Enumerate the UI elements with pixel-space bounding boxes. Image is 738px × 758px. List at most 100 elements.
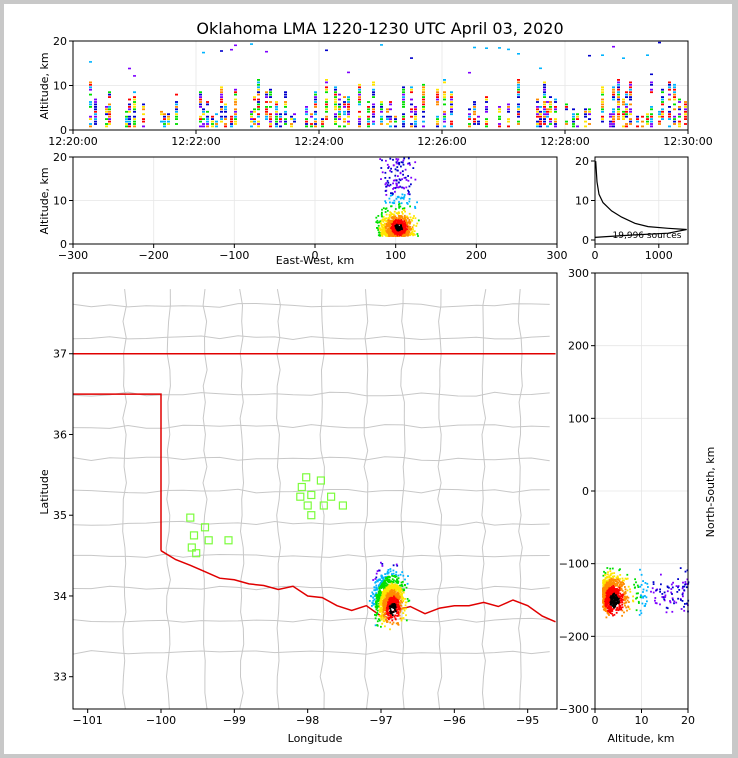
plan-view-source [395,595,398,598]
time-height-source [450,123,453,125]
ns-height-source [622,582,625,584]
plan-view-source [389,621,392,624]
county-line [72,650,550,655]
ew-height-source [397,162,400,165]
ns-height-source [672,581,674,584]
time-height-source [347,123,350,125]
plan-view-source [375,592,378,594]
ns-height-source [618,606,621,608]
time-height-source [402,103,405,106]
time-height-source [617,98,620,101]
plan-view-source [375,600,378,603]
time-height-source [601,106,604,108]
time-height-source [584,110,587,113]
plan-view-source [387,590,390,593]
ns-height-source [677,585,680,587]
time-height-source [473,108,476,111]
plan-view-xtick-label: −100 [146,714,176,727]
ew-height-source [390,216,393,219]
time-height-source [584,113,587,116]
plan-view-ytick-label: 35 [53,509,67,522]
time-height-source [436,123,439,125]
time-height-source [543,113,546,116]
time-height-source [617,113,620,116]
ew-height-source [377,234,380,237]
time-height-source [275,113,278,116]
plan-view-source [390,586,393,589]
plan-view-source [383,589,385,592]
county-line [202,289,208,710]
plan-view-source [377,579,380,581]
ew-height-source [399,222,402,225]
ew-height-source [400,215,403,218]
time-height-source [94,118,97,120]
plan-view-source [379,579,381,581]
time-height-source [89,125,92,128]
plan-view-source [379,583,381,586]
ew-height-source [405,220,407,222]
plan-view-source [378,597,381,600]
ns-height-source [684,603,686,605]
time-height-source [650,118,653,120]
plan-view-source [394,596,397,599]
plan-view-xlabel: Longitude [288,732,343,745]
ew-height-source [388,215,391,218]
plan-view-source [395,598,398,601]
time-height-source [394,115,397,118]
plan-view-source [380,596,382,599]
ew-height-source [382,220,385,223]
time-height-source [133,120,136,123]
plan-view-source [389,591,392,594]
time-height-source [358,110,361,113]
ns-height-source [612,614,614,617]
ew-height-source [397,169,399,172]
plan-view-xtick-label: −98 [296,714,319,727]
plan-view-source [383,595,386,598]
time-height-source [622,113,625,116]
plan-view-source [385,606,388,609]
ns-height-source [623,591,626,594]
histogram-annotation: 19,996 sources [613,231,682,241]
ns-height-source [604,594,607,596]
time-height-source [386,115,389,118]
time-height-source [275,101,278,103]
ns-height-source [615,588,618,590]
time-height-source [250,125,253,128]
ns-height-source [614,604,617,607]
time-height-source [199,98,202,101]
time-height-source [321,125,324,128]
ew-height-source [389,230,392,232]
ew-height-source [403,223,406,225]
chart-title: Oklahoma LMA 1220-1230 UTC April 03, 202… [196,19,563,38]
ns-height-source [673,600,676,603]
time-height-source [498,110,501,113]
ew-height-source [382,231,385,234]
plan-view-source [402,607,405,609]
time-height-source [684,123,687,125]
ns-height-source [641,602,644,605]
time-height-source [636,118,639,120]
time-height-source [343,101,346,103]
ns-height-source [651,587,654,590]
ns-height-source [663,599,666,602]
plan-view-source [397,612,400,615]
time-height-source [234,115,237,118]
plan-view-source [378,595,381,598]
plan-view-source [376,611,379,614]
plan-view-source [395,606,397,609]
ew-height-source [396,224,399,227]
lma-stations [186,473,347,558]
ew-height-source [413,233,416,236]
ns-height-source [682,592,684,595]
plan-view-source [376,579,378,582]
ew-height-source [388,219,391,222]
time-height-source [661,96,664,98]
time-height-source [372,88,375,91]
ns-height-ytick-label: 300 [568,267,589,280]
ew-height-source [386,224,389,227]
ew-height-xtick-label: −300 [58,249,88,262]
ns-height-source [614,594,617,596]
time-height-source [389,120,392,123]
time-height-source [485,47,488,49]
ew-height-source [375,221,378,223]
